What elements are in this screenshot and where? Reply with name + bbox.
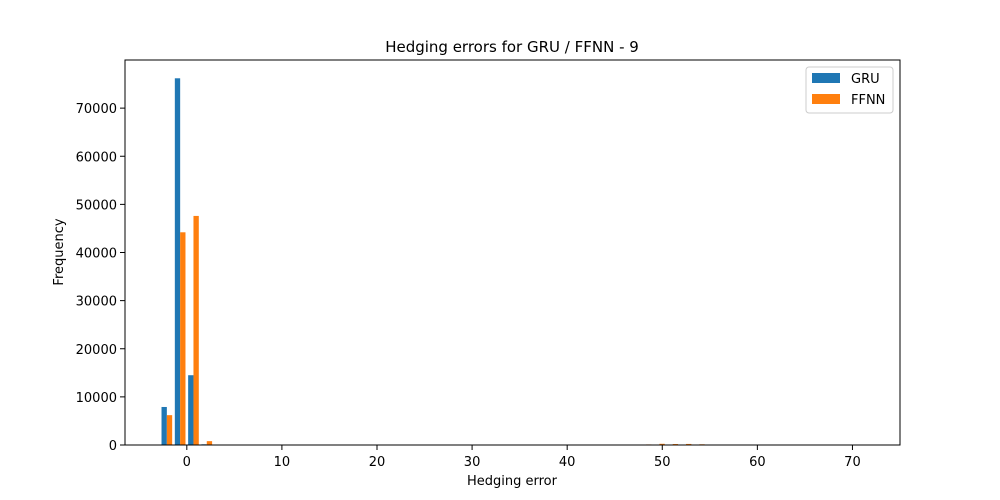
x-axis-label: Hedging error (467, 474, 558, 489)
y-tick-label: 60000 (76, 150, 117, 165)
y-axis-label: Frequency (52, 218, 67, 285)
x-tick-label: 40 (559, 455, 576, 470)
y-tick-label: 30000 (76, 295, 117, 310)
x-tick-label: 60 (749, 455, 766, 470)
bar-ffnn (193, 215, 199, 445)
x-tick-label: 30 (464, 455, 481, 470)
y-tick-label: 50000 (76, 198, 117, 213)
y-tick-label: 10000 (76, 391, 117, 406)
y-axis-ticks: 0 10000 20000 30000 40000 50000 60000 70000 (76, 102, 125, 454)
x-tick-label: 0 (183, 455, 191, 470)
x-tick-label: 70 (844, 455, 861, 470)
legend-label-gru: GRU (851, 72, 880, 87)
bar-gru (174, 78, 181, 445)
y-tick-label: 20000 (76, 343, 117, 358)
legend: GRU FFNN (805, 66, 894, 114)
legend-label-ffnn: FFNN (851, 93, 885, 108)
x-tick-label: 50 (654, 455, 671, 470)
legend-swatch-gru (812, 73, 840, 83)
bar-ffnn (180, 232, 186, 445)
bar-gru (161, 406, 167, 445)
x-tick-label: 20 (369, 455, 386, 470)
bar-ffnn (686, 443, 692, 445)
bar-ffnn (166, 415, 173, 445)
bar-gru (188, 375, 194, 445)
y-tick-label: 0 (109, 439, 117, 454)
chart-title: Hedging errors for GRU / FFNN - 9 (385, 38, 639, 56)
y-tick-label: 40000 (76, 247, 117, 262)
y-tick-label: 70000 (76, 102, 117, 117)
bar-ffnn (206, 441, 213, 445)
legend-swatch-ffnn (812, 94, 840, 104)
x-tick-label: 10 (274, 455, 291, 470)
bar-ffnn (659, 443, 665, 445)
x-axis-ticks: 0 10 20 30 40 50 60 70 (183, 445, 861, 470)
